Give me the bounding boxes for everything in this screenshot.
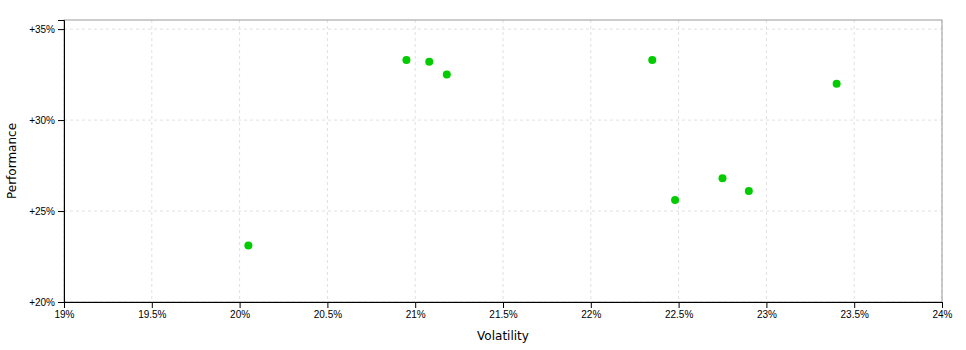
y-tick-mark bbox=[58, 29, 64, 30]
x-tick: 21.5% bbox=[489, 302, 517, 320]
grid-line-x bbox=[590, 20, 591, 302]
x-tick-label: 22.5% bbox=[665, 309, 693, 320]
x-tick-label: 23% bbox=[757, 309, 777, 320]
y-tick: +35% bbox=[29, 24, 64, 35]
x-tick-label: 19.5% bbox=[138, 309, 166, 320]
grid-line-x bbox=[503, 20, 504, 302]
y-tick-label: +25% bbox=[29, 206, 55, 217]
x-tick-mark bbox=[503, 302, 504, 308]
point bbox=[402, 56, 410, 64]
grid-line-y bbox=[64, 120, 942, 121]
x-tick-mark bbox=[152, 302, 153, 308]
y-axis-title: Performance bbox=[5, 123, 19, 199]
grid-line-x bbox=[415, 20, 416, 302]
grid-line-x bbox=[678, 20, 679, 302]
x-tick-mark bbox=[854, 302, 855, 308]
point bbox=[671, 196, 679, 204]
x-tick-label: 24% bbox=[932, 309, 952, 320]
point bbox=[648, 56, 656, 64]
y-tick-label: +20% bbox=[29, 297, 55, 308]
point bbox=[425, 58, 433, 66]
x-tick-label: 20% bbox=[230, 309, 250, 320]
y-tick-mark bbox=[58, 211, 64, 212]
x-tick-label: 22% bbox=[581, 309, 601, 320]
point bbox=[745, 187, 753, 195]
x-tick-mark bbox=[942, 302, 943, 308]
point bbox=[443, 71, 451, 79]
y-tick-label: +35% bbox=[29, 24, 55, 35]
grid-line-x bbox=[327, 20, 328, 302]
grid-line-x bbox=[239, 20, 240, 302]
y-axis: +20% +25% +30% +35% bbox=[29, 21, 64, 308]
x-axis: 19% 19.5% 20% 20.5% 21% 21.5% 22% 22.5% 23% 23.5%… bbox=[54, 302, 952, 320]
x-tick: 21% bbox=[406, 302, 426, 320]
y-tick: +25% bbox=[29, 206, 64, 217]
x-tick: 22.5% bbox=[665, 302, 693, 320]
x-tick-mark bbox=[766, 302, 767, 308]
grid-line-x bbox=[766, 20, 767, 302]
x-tick-label: 20.5% bbox=[314, 309, 342, 320]
point bbox=[833, 80, 841, 88]
point bbox=[244, 242, 252, 250]
x-tick-label: 21% bbox=[406, 309, 426, 320]
y-tick: +20% bbox=[29, 297, 64, 308]
y-tick-mark bbox=[58, 302, 64, 303]
x-tick-mark bbox=[591, 302, 592, 308]
grid-line-x bbox=[854, 20, 855, 302]
x-tick: 19% bbox=[54, 302, 74, 320]
grid bbox=[64, 20, 942, 302]
x-tick-label: 19% bbox=[54, 309, 74, 320]
x-tick-mark bbox=[240, 302, 241, 308]
grid-line-y bbox=[64, 29, 942, 30]
x-tick: 22% bbox=[581, 302, 601, 320]
plot: 19% 19.5% 20% 20.5% 21% 21.5% 22% 22.5% 23% 23.5%… bbox=[29, 20, 952, 320]
x-tick-mark bbox=[327, 302, 328, 308]
x-tick-mark bbox=[415, 302, 416, 308]
point bbox=[719, 174, 727, 182]
grid-line-y bbox=[64, 211, 942, 212]
x-tick: 24% bbox=[932, 302, 952, 320]
y-tick-mark bbox=[58, 120, 64, 121]
x-axis-line bbox=[65, 303, 943, 309]
points bbox=[244, 56, 840, 250]
plot-frame bbox=[64, 20, 942, 302]
x-tick: 20% bbox=[230, 302, 250, 320]
grid-line-x bbox=[151, 20, 152, 302]
chart: 19% 19.5% 20% 20.5% 21% 21.5% 22% 22.5% 23% 23.5%… bbox=[0, 0, 966, 350]
x-tick-label: 23.5% bbox=[841, 309, 869, 320]
x-tick: 23.5% bbox=[841, 302, 869, 320]
x-tick: 19.5% bbox=[138, 302, 166, 320]
y-axis-line bbox=[58, 21, 65, 303]
x-tick: 20.5% bbox=[314, 302, 342, 320]
x-tick-label: 21.5% bbox=[489, 309, 517, 320]
y-tick-label: +30% bbox=[29, 115, 55, 126]
x-axis-title: Volatility bbox=[477, 329, 529, 343]
x-tick-mark bbox=[679, 302, 680, 308]
x-tick: 23% bbox=[757, 302, 777, 320]
y-tick: +30% bbox=[29, 115, 64, 126]
